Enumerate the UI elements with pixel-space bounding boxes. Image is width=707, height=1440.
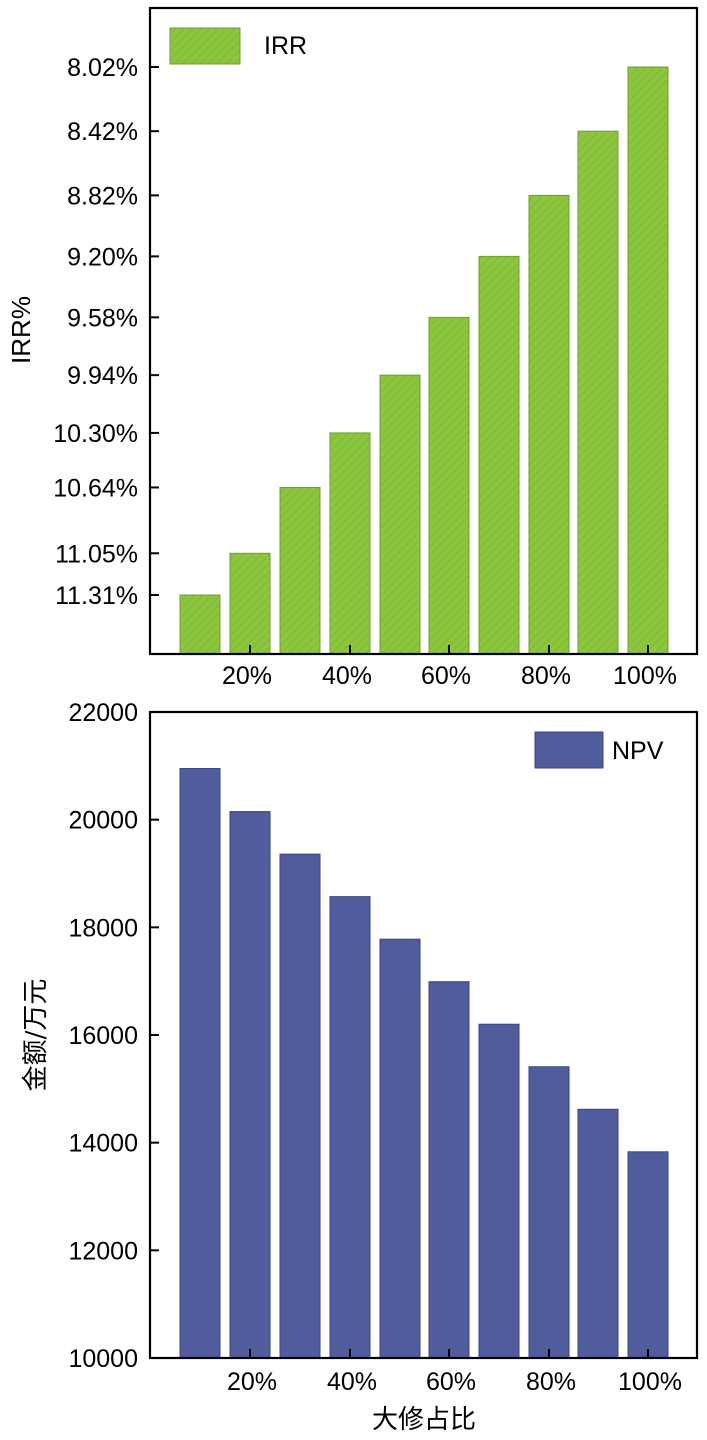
irr-legend-swatch [169,27,241,65]
irr-y-ticks: 8.02% 8.42% 8.82% 9.20% 9.58% 9.94% 10.30% 10.6… [53,54,159,610]
npv-bars [179,768,669,1359]
irr-bar [179,594,221,655]
irr-bar [379,374,421,655]
npv-x-ticks: 20% 40% 60% 80% 100% [227,1349,682,1396]
npv-bar [428,981,470,1359]
npv-legend: NPV [534,731,664,769]
irr-plot-frame [148,6,699,656]
npv-y-tick-label: 14000 [68,1130,138,1158]
irr-x-tick-label: 60% [421,662,471,690]
irr-x-tick-label: 20% [222,662,272,690]
npv-bar [329,896,371,1359]
irr-y-tick-label: 10.64% [53,474,138,502]
npv-bar [478,1023,520,1359]
irr-bars [179,66,669,655]
npv-legend-swatch [534,731,604,769]
irr-y-tick-label: 9.94% [67,362,138,390]
irr-y-tick-label: 11.31% [55,582,138,610]
irr-x-tick-label: 100% [613,662,677,690]
npv-bar [279,853,321,1359]
irr-legend-label: IRR [264,32,307,60]
irr-x-ticks: 20% 40% 60% 80% 100% [222,645,677,690]
irr-y-tick-label: 8.82% [67,182,138,210]
irr-bar [428,316,470,655]
irr-y-tick-label: 9.58% [67,304,138,332]
irr-x-tick-label: 40% [322,662,372,690]
npv-x-tick-label: 80% [526,1368,576,1396]
irr-bar [528,194,570,655]
irr-y-tick-label: 10.30% [53,420,138,448]
npv-y-axis-title: 金额/万元 [21,979,51,1092]
npv-y-tick-label: 16000 [68,1022,138,1050]
npv-bar [528,1066,570,1359]
npv-bar [179,768,221,1359]
npv-y-tick-label: 12000 [68,1237,138,1265]
irr-y-axis-title: IRR% [6,296,36,364]
irr-bar [279,486,321,655]
npv-y-tick-label: 20000 [68,807,138,835]
irr-y-tick-label: 11.05% [55,540,138,568]
irr-bar [229,552,271,655]
irr-bar [329,432,371,655]
irr-y-tick-label: 9.20% [67,243,138,271]
npv-x-tick-label: 20% [227,1368,277,1396]
npv-x-tick-label: 100% [618,1368,682,1396]
npv-y-ticks: 10000 12000 14000 16000 18000 20000 22000 [68,699,159,1373]
npv-bar [229,811,271,1359]
npv-x-tick-label: 40% [327,1368,377,1396]
irr-y-tick-label: 8.02% [67,54,138,82]
npv-x-axis-title: 大修占比 [372,1405,476,1435]
irr-legend: IRR [169,27,307,65]
npv-bar [577,1108,619,1359]
irr-y-tick-label: 8.42% [67,118,138,146]
npv-bar [627,1151,669,1359]
irr-bar [577,130,619,655]
npv-y-tick-label: 22000 [68,699,138,727]
npv-x-tick-label: 60% [426,1368,476,1396]
irr-bar [478,255,520,655]
npv-chart: 10000 12000 14000 16000 18000 20000 22000 20% 4… [21,699,699,1435]
irr-bar [627,66,669,655]
npv-bar [379,938,421,1359]
irr-chart: 8.02% 8.42% 8.82% 9.20% 9.58% 9.94% 10.30% 10.6… [6,6,699,690]
npv-y-tick-label: 18000 [68,914,138,942]
npv-y-tick-label: 10000 [68,1345,138,1373]
npv-legend-label: NPV [612,737,664,765]
irr-x-tick-label: 80% [521,662,571,690]
